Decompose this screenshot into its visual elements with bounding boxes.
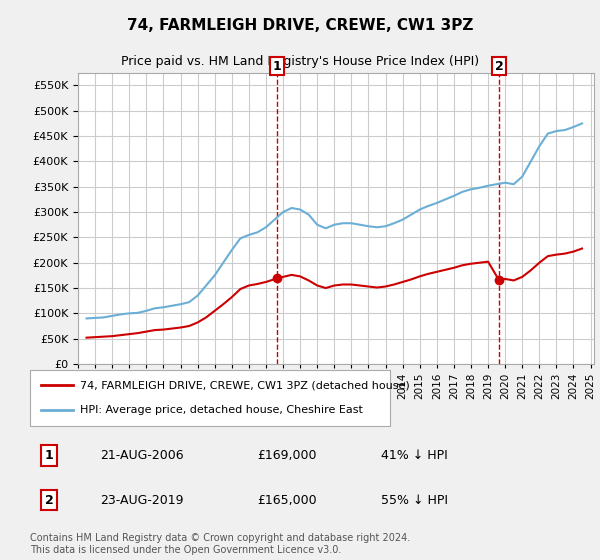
Text: 55% ↓ HPI: 55% ↓ HPI [381, 493, 448, 507]
Text: 1: 1 [44, 449, 53, 462]
Text: Price paid vs. HM Land Registry's House Price Index (HPI): Price paid vs. HM Land Registry's House … [121, 55, 479, 68]
Text: Contains HM Land Registry data © Crown copyright and database right 2024.
This d: Contains HM Land Registry data © Crown c… [30, 533, 410, 555]
Text: 1: 1 [272, 60, 281, 73]
Text: 41% ↓ HPI: 41% ↓ HPI [381, 449, 448, 462]
Text: £165,000: £165,000 [257, 493, 316, 507]
Text: 21-AUG-2006: 21-AUG-2006 [100, 449, 184, 462]
Text: 74, FARMLEIGH DRIVE, CREWE, CW1 3PZ: 74, FARMLEIGH DRIVE, CREWE, CW1 3PZ [127, 18, 473, 33]
Text: 74, FARMLEIGH DRIVE, CREWE, CW1 3PZ (detached house): 74, FARMLEIGH DRIVE, CREWE, CW1 3PZ (det… [80, 380, 410, 390]
Text: £169,000: £169,000 [257, 449, 316, 462]
Text: 2: 2 [495, 60, 503, 73]
FancyBboxPatch shape [30, 370, 390, 426]
Text: 23-AUG-2019: 23-AUG-2019 [100, 493, 184, 507]
Text: 2: 2 [44, 493, 53, 507]
Text: HPI: Average price, detached house, Cheshire East: HPI: Average price, detached house, Ches… [80, 405, 363, 415]
